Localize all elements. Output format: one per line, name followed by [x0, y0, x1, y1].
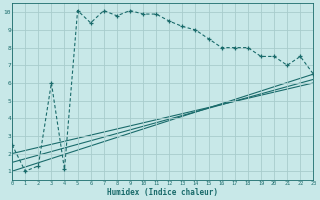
X-axis label: Humidex (Indice chaleur): Humidex (Indice chaleur)	[107, 188, 218, 197]
